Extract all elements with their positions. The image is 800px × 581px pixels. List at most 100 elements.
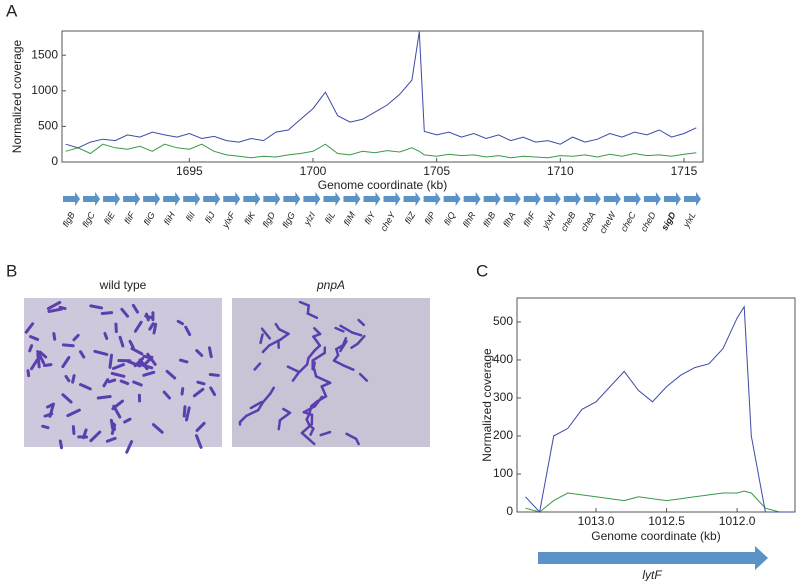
gene-arrow: [123, 192, 141, 206]
cell: [345, 432, 358, 441]
cell: [208, 373, 220, 377]
cell: [358, 372, 369, 382]
cell: [320, 381, 332, 388]
cell: [253, 362, 262, 371]
cell: [144, 314, 155, 320]
x-tick-label: 1705: [423, 164, 450, 178]
cell: [178, 358, 189, 364]
gene-label: flhA: [501, 210, 517, 228]
gene-label: fliZ: [403, 210, 418, 226]
cell: [38, 350, 48, 359]
gene-arrow: [538, 546, 768, 570]
cell: [307, 349, 316, 360]
gene-arrow: [143, 192, 161, 206]
cell: [46, 300, 62, 311]
cell: [79, 383, 92, 391]
cell: [133, 320, 143, 333]
panel-label: A: [6, 1, 18, 20]
gene-label: fliQ: [442, 210, 457, 227]
gene-arrow: [683, 192, 701, 206]
cell: [245, 408, 260, 418]
cell: [339, 324, 354, 334]
gene-label: cheD: [639, 210, 658, 234]
coverage-line: [65, 31, 697, 149]
cell: [320, 385, 328, 398]
cell: [78, 350, 86, 359]
gene-label: flgD: [260, 210, 277, 229]
cell: [28, 344, 34, 353]
cell: [137, 362, 154, 370]
gene-arrow: [343, 192, 361, 206]
gene-arrow: [663, 192, 681, 206]
cell: [195, 421, 206, 433]
gene-arrow: [443, 192, 461, 206]
cell: [48, 402, 55, 418]
cell: [111, 399, 125, 411]
gene-label: cheB: [559, 210, 578, 233]
cell: [41, 424, 50, 430]
cell: [286, 365, 300, 373]
cell: [26, 369, 31, 378]
cell: [72, 333, 80, 342]
cell: [313, 395, 324, 408]
gene-arrow: [323, 192, 341, 206]
y-axis-label: Normalized coverage: [480, 348, 494, 462]
cell: [125, 440, 134, 454]
x-tick-label: 1715: [671, 164, 698, 178]
gene-label: fliI: [184, 210, 197, 223]
cell: [130, 347, 144, 356]
gene-arrow: [623, 192, 641, 206]
cell: [111, 363, 125, 370]
gene-arrow: [383, 192, 401, 206]
cell: [306, 436, 316, 446]
cell: [111, 422, 117, 431]
cell: [291, 371, 300, 382]
cell: [71, 425, 76, 436]
micrograph: [232, 298, 430, 447]
gene-arrow: [63, 192, 81, 206]
gene-label: fliM: [342, 210, 358, 228]
gene-arrow: [583, 192, 601, 206]
gene-label: cheW: [597, 209, 618, 235]
cell: [339, 340, 348, 353]
cell: [207, 346, 213, 359]
cell: [24, 322, 35, 334]
cell: [260, 327, 272, 340]
gene-label: lytF: [642, 568, 662, 581]
cell: [108, 353, 114, 369]
cell: [184, 406, 191, 422]
cell: [58, 439, 64, 450]
x-tick-label: 1012.0: [719, 514, 756, 528]
gene-arrow: [523, 192, 541, 206]
y-axis-label: Normalized coverage: [10, 39, 24, 153]
gene-label: flhB: [481, 210, 497, 228]
cell: [100, 311, 114, 315]
cell: [118, 335, 125, 348]
gene-arrow: [503, 192, 521, 206]
cell: [52, 332, 57, 341]
x-axis-label: Genome coordinate (kb): [318, 178, 447, 192]
gene-label: fliP: [422, 210, 437, 226]
gene-arrow: [163, 192, 181, 206]
cell: [110, 371, 126, 378]
gene-arrow: [543, 192, 561, 206]
x-tick-label: 1700: [300, 164, 327, 178]
y-tick-label: 0: [506, 504, 513, 518]
cell: [102, 378, 110, 388]
gene-arrow: [223, 192, 241, 206]
gene-label: flgG: [280, 210, 297, 229]
gene-label: fliF: [122, 210, 137, 226]
cell: [256, 401, 265, 412]
gene-label: flgB: [60, 210, 76, 228]
cell: [261, 344, 271, 354]
gene-label: cheA: [579, 210, 598, 233]
cell: [61, 393, 73, 404]
gene-arrow: [183, 192, 201, 206]
cell: [47, 307, 63, 313]
plot-frame: [61, 30, 704, 163]
y-tick-label: 1000: [31, 83, 58, 97]
cell: [196, 380, 206, 386]
x-tick-label: 1013.0: [578, 514, 615, 528]
cell: [30, 358, 39, 371]
